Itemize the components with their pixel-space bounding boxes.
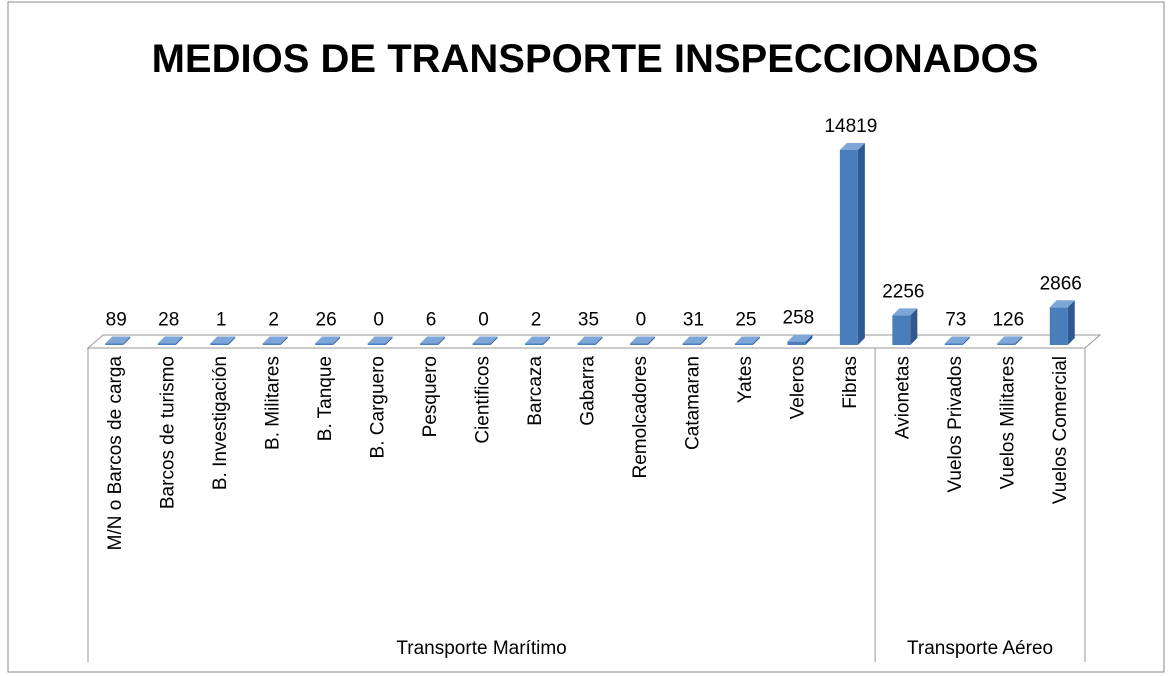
value-label: 31 xyxy=(683,310,704,331)
category-label: Catamaran xyxy=(682,356,703,450)
category-label: B. Investigación xyxy=(210,356,231,490)
category-label: Cientificos xyxy=(473,356,494,444)
bar xyxy=(105,336,131,345)
value-label: 89 xyxy=(106,310,127,331)
value-label: 0 xyxy=(373,310,384,331)
value-label: 2866 xyxy=(1040,273,1082,294)
bar xyxy=(629,336,655,345)
bar xyxy=(839,143,865,345)
bar xyxy=(315,336,341,345)
bar xyxy=(472,336,498,345)
category-label: Vuelos Militares xyxy=(997,356,1018,489)
bar xyxy=(892,308,918,345)
bar xyxy=(682,336,708,345)
bar xyxy=(1049,300,1075,345)
value-label: 28 xyxy=(158,310,179,331)
category-label: Fibras xyxy=(840,356,861,409)
chart-title: MEDIOS DE TRANSPORTE INSPECCIONADOS xyxy=(152,37,1039,81)
value-label: 25 xyxy=(735,310,756,331)
value-label: 1 xyxy=(216,310,227,331)
value-label: 35 xyxy=(578,310,599,331)
bar xyxy=(997,336,1023,345)
bar xyxy=(525,336,551,345)
group-label: Transporte Aéreo xyxy=(907,638,1053,659)
value-label: 2 xyxy=(531,310,542,331)
bar xyxy=(157,336,183,345)
value-label: 14819 xyxy=(824,116,877,137)
value-label: 0 xyxy=(478,310,489,331)
value-label: 2 xyxy=(268,310,279,331)
bar xyxy=(734,336,760,345)
category-label: Barcaza xyxy=(525,356,546,426)
category-label: B. Militares xyxy=(263,356,284,450)
bar xyxy=(577,336,603,345)
value-label: 73 xyxy=(945,310,966,331)
bar xyxy=(787,334,813,345)
value-label: 2256 xyxy=(882,281,924,302)
category-label: Avionetas xyxy=(892,356,913,439)
value-label: 26 xyxy=(316,310,337,331)
category-label: Veleros xyxy=(787,356,808,419)
category-label: Yates xyxy=(735,356,756,403)
category-label: Barcos de turismo xyxy=(158,356,179,509)
bar xyxy=(944,336,970,345)
category-label: Pesquero xyxy=(420,356,441,437)
value-label: 6 xyxy=(426,310,437,331)
bar xyxy=(210,336,236,345)
category-label: Vuelos Comercial xyxy=(1050,356,1071,504)
category-label: Gabarra xyxy=(578,356,599,426)
category-label: B. Carguero xyxy=(368,356,389,458)
bar xyxy=(367,336,393,345)
bar xyxy=(262,336,288,345)
category-label: M/N o Barcos de carga xyxy=(105,356,126,551)
value-label: 126 xyxy=(992,309,1024,330)
category-label: Vuelos Privados xyxy=(945,356,966,493)
bar xyxy=(420,336,446,345)
group-label: Transporte Marítimo xyxy=(396,638,566,659)
category-label: Remolcadores xyxy=(630,356,651,479)
value-label: 258 xyxy=(783,308,815,329)
value-label: 0 xyxy=(636,310,647,331)
category-label: B. Tanque xyxy=(315,356,336,441)
